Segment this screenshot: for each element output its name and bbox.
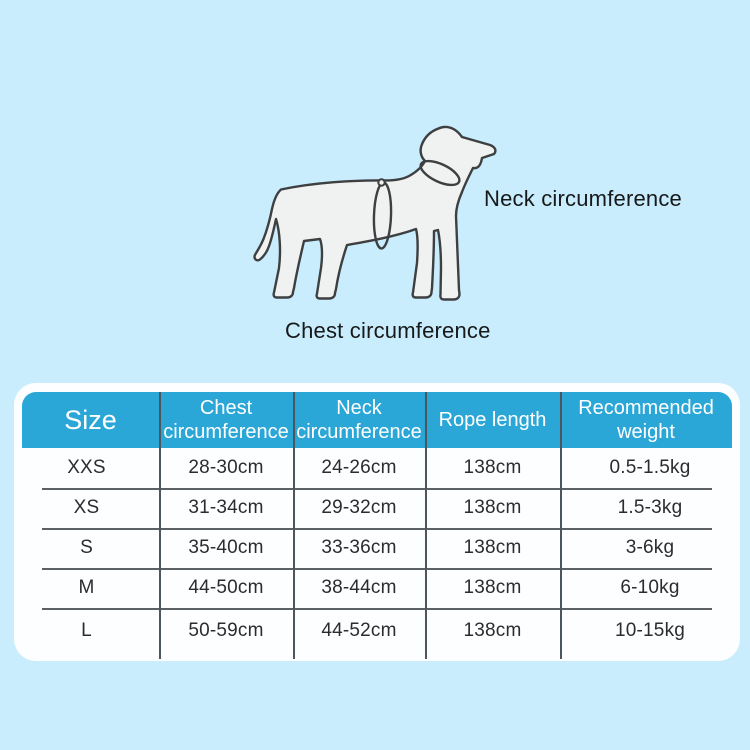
table-cell-size: S [80,537,93,558]
table-cell-weight: 10-15kg [614,620,686,641]
table-row-xs: XS 31-34cm 29-32cm 138cm 1.5-3kg [14,488,740,528]
column-divider [425,392,427,659]
table-cell-rope: 138cm [463,537,522,558]
column-header-size: Size [64,405,117,435]
table-row-l: L 50-59cm 44-52cm 138cm 10-15kg [14,608,740,654]
table-cell-rope: 138cm [463,497,522,518]
neck-circumference-label: Neck circumference [484,186,682,211]
column-divider [159,392,161,659]
table-cell-chest: 44-50cm [188,577,264,598]
size-chart-header-row: Size Chest circumference Neck circumfere… [22,392,732,448]
table-cell-chest: 31-34cm [188,497,264,518]
table-cell-size: L [81,620,92,641]
row-divider [42,568,712,570]
table-cell-size: XXS [67,457,106,478]
row-divider [42,528,712,530]
table-cell-neck: 44-52cm [321,620,397,641]
table-cell-neck: 29-32cm [321,497,397,518]
column-header-neck-circumference: Neck circumference [296,397,422,443]
table-cell-weight: 0.5-1.5kg [609,457,691,478]
neck-ring [419,159,461,187]
table-cell-chest: 28-30cm [188,457,264,478]
row-divider [42,488,712,490]
table-cell-rope: 138cm [463,620,522,641]
column-divider [560,392,562,659]
table-cell-rope: 138cm [463,577,522,598]
table-cell-neck: 24-26cm [321,457,397,478]
table-cell-neck: 33-36cm [321,537,397,558]
table-cell-chest: 35-40cm [188,537,264,558]
column-header-rope-length: Rope length [438,409,547,431]
dog-illustration [253,125,497,301]
table-cell-size: M [78,577,95,598]
table-cell-weight: 3-6kg [625,537,675,558]
table-cell-weight: 6-10kg [620,577,680,598]
column-header-chest-circumference: Chest circumference [163,397,289,443]
size-chart-body: XXS 28-30cm 24-26cm 138cm 0.5-1.5kg XS 3… [14,448,740,654]
table-cell-size: XS [73,497,100,518]
harness-loop-icon [377,178,386,187]
table-cell-chest: 50-59cm [188,620,264,641]
table-cell-neck: 38-44cm [321,577,397,598]
size-chart-card: Size Chest circumference Neck circumfere… [14,383,740,661]
table-cell-weight: 1.5-3kg [617,497,683,518]
table-row-xxs: XXS 28-30cm 24-26cm 138cm 0.5-1.5kg [14,448,740,488]
column-header-recommended-weight: Recommended weight [578,397,714,443]
table-row-s: S 35-40cm 33-36cm 138cm 3-6kg [14,528,740,568]
row-divider [42,608,712,610]
table-cell-rope: 138cm [463,457,522,478]
chest-circumference-label: Chest circumference [285,318,491,343]
column-divider [293,392,295,659]
table-row-m: M 44-50cm 38-44cm 138cm 6-10kg [14,568,740,608]
